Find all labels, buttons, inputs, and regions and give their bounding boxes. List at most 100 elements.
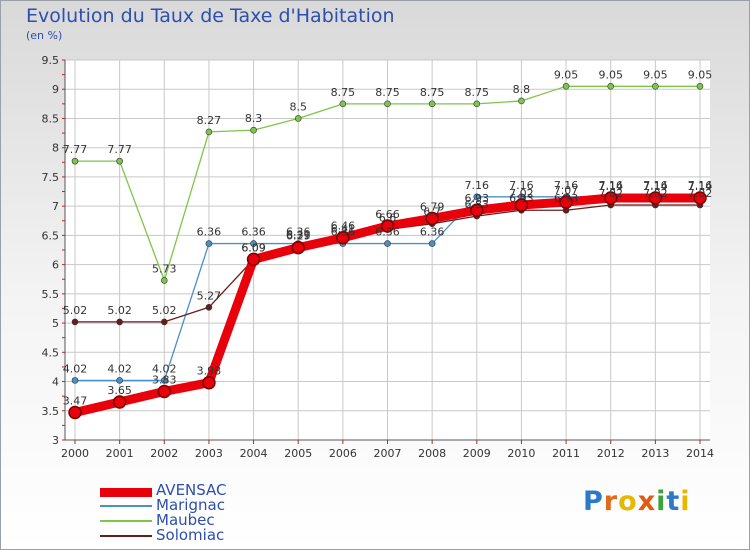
legend-swatch-maubec bbox=[100, 520, 152, 522]
data-label-marignac: 7.16 bbox=[509, 179, 534, 192]
logo-letter: i bbox=[656, 486, 667, 517]
data-label-avensac: 6.46 bbox=[331, 220, 356, 233]
data-point-marignac bbox=[160, 377, 168, 384]
data-point-maubec bbox=[294, 115, 302, 122]
data-point-maubec bbox=[562, 83, 570, 90]
legend-swatch-solomiac bbox=[100, 535, 152, 537]
x-tick-label: 2005 bbox=[284, 447, 312, 460]
data-point-marignac bbox=[250, 240, 257, 247]
legend-label-marignac: Marignac bbox=[156, 496, 225, 514]
data-label-marignac: 6.36 bbox=[375, 226, 400, 239]
data-label-avensac: 7.14 bbox=[598, 180, 623, 193]
data-point-maubec bbox=[205, 128, 213, 136]
data-point-maubec bbox=[518, 97, 525, 105]
logo-letter: P bbox=[583, 486, 604, 517]
data-label-maubec: 8.27 bbox=[197, 114, 222, 127]
data-point-maubec bbox=[473, 100, 481, 108]
logo-letter: i bbox=[680, 486, 691, 517]
data-point-avensac bbox=[202, 375, 216, 390]
y-tick-label: 8 bbox=[52, 142, 59, 155]
data-label-avensac: 3.47 bbox=[63, 395, 88, 408]
x-tick-label: 2013 bbox=[641, 447, 669, 460]
data-point-marignac bbox=[116, 377, 123, 384]
data-label-marignac: 6.36 bbox=[286, 226, 311, 239]
data-label-marignac: 6.36 bbox=[197, 226, 222, 239]
data-label-avensac: 7.14 bbox=[688, 180, 713, 193]
data-point-solomiac bbox=[205, 303, 213, 311]
data-label-avensac: 7.14 bbox=[643, 180, 668, 193]
data-label-maubec: 7.77 bbox=[63, 143, 88, 156]
data-label-marignac: 6.36 bbox=[331, 226, 356, 239]
data-label-avensac: 6.93 bbox=[465, 192, 490, 205]
data-point-avensac bbox=[648, 191, 663, 205]
data-point-maubec bbox=[71, 157, 79, 165]
x-tick-label: 2003 bbox=[195, 447, 223, 460]
data-label-maubec: 9.05 bbox=[554, 68, 579, 81]
data-label-maubec: 8.75 bbox=[375, 86, 400, 99]
y-tick-label: 3 bbox=[52, 434, 59, 447]
data-label-marignac: 7.16 bbox=[465, 179, 490, 192]
legend-label-avensac: AVENSAC bbox=[156, 481, 227, 499]
data-point-maubec bbox=[384, 100, 391, 108]
data-label-solomiac: 5.02 bbox=[107, 304, 132, 317]
data-label-avensac: 7.07 bbox=[554, 184, 579, 197]
x-tick-label: 2012 bbox=[597, 447, 625, 460]
data-label-solomiac: 6.09 bbox=[241, 241, 266, 254]
data-label-avensac: 3.83 bbox=[152, 373, 177, 386]
data-point-marignac bbox=[205, 240, 213, 247]
data-point-avensac bbox=[693, 191, 707, 205]
data-label-maubec: 9.05 bbox=[643, 68, 668, 81]
data-point-avensac bbox=[68, 405, 82, 420]
data-label-maubec: 8.75 bbox=[331, 86, 356, 99]
data-label-solomiac: 7.02 bbox=[688, 187, 713, 200]
data-point-avensac bbox=[514, 198, 529, 212]
data-point-avensac bbox=[470, 203, 484, 217]
data-label-avensac: 6.29 bbox=[286, 230, 311, 243]
data-point-maubec bbox=[160, 277, 168, 284]
data-label-marignac: 4.02 bbox=[63, 362, 88, 375]
legend-swatch-marignac bbox=[100, 505, 152, 507]
data-label-maubec: 8.75 bbox=[465, 86, 490, 99]
data-point-maubec bbox=[339, 100, 347, 108]
data-label-maubec: 7.77 bbox=[107, 143, 132, 156]
data-label-maubec: 9.05 bbox=[688, 68, 713, 81]
data-point-maubec bbox=[696, 83, 704, 90]
data-point-solomiac bbox=[116, 318, 123, 326]
data-label-marignac: 7.16 bbox=[554, 179, 579, 192]
data-point-avensac bbox=[425, 211, 439, 226]
y-tick-label: 9.5 bbox=[42, 54, 60, 67]
data-label-avensac: 3.98 bbox=[197, 365, 222, 378]
x-tick-label: 2014 bbox=[686, 447, 714, 460]
data-label-solomiac: 6.6 bbox=[379, 212, 397, 225]
data-label-maubec: 8.8 bbox=[513, 83, 531, 96]
legend-swatch-avensac bbox=[100, 488, 152, 497]
data-label-marignac: 7.16 bbox=[688, 179, 713, 192]
legend-label-maubec: Maubec bbox=[156, 511, 215, 529]
x-tick-label: 2007 bbox=[374, 447, 402, 460]
x-tick-label: 2006 bbox=[329, 447, 357, 460]
data-label-maubec: 5.73 bbox=[152, 262, 177, 275]
y-tick-label: 8.5 bbox=[42, 112, 60, 125]
data-label-avensac: 6.79 bbox=[420, 200, 445, 213]
data-label-solomiac: 7.02 bbox=[598, 187, 623, 200]
data-point-marignac bbox=[71, 377, 79, 384]
data-point-maubec bbox=[116, 157, 123, 165]
unit-label: (en %) bbox=[26, 29, 63, 42]
data-label-marignac: 4.02 bbox=[152, 362, 177, 375]
data-label-marignac: 6.36 bbox=[241, 226, 266, 239]
data-label-maubec: 8.3 bbox=[245, 112, 263, 125]
x-tick-label: 2011 bbox=[552, 447, 580, 460]
legend-label-solomiac: Solomiac bbox=[156, 526, 225, 544]
data-point-avensac bbox=[291, 240, 305, 255]
data-label-solomiac: 5.27 bbox=[197, 289, 222, 302]
data-point-avensac bbox=[380, 219, 395, 233]
data-point-marignac bbox=[428, 240, 436, 247]
data-point-maubec bbox=[428, 100, 436, 108]
y-tick-label: 3.5 bbox=[42, 405, 60, 418]
data-point-avensac bbox=[112, 395, 127, 409]
data-label-solomiac: 6.93 bbox=[509, 192, 534, 205]
data-label-solomiac: 6.7 bbox=[423, 206, 441, 219]
data-label-solomiac: 6.93 bbox=[554, 192, 579, 205]
data-label-solomiac: 6.31 bbox=[286, 228, 311, 241]
